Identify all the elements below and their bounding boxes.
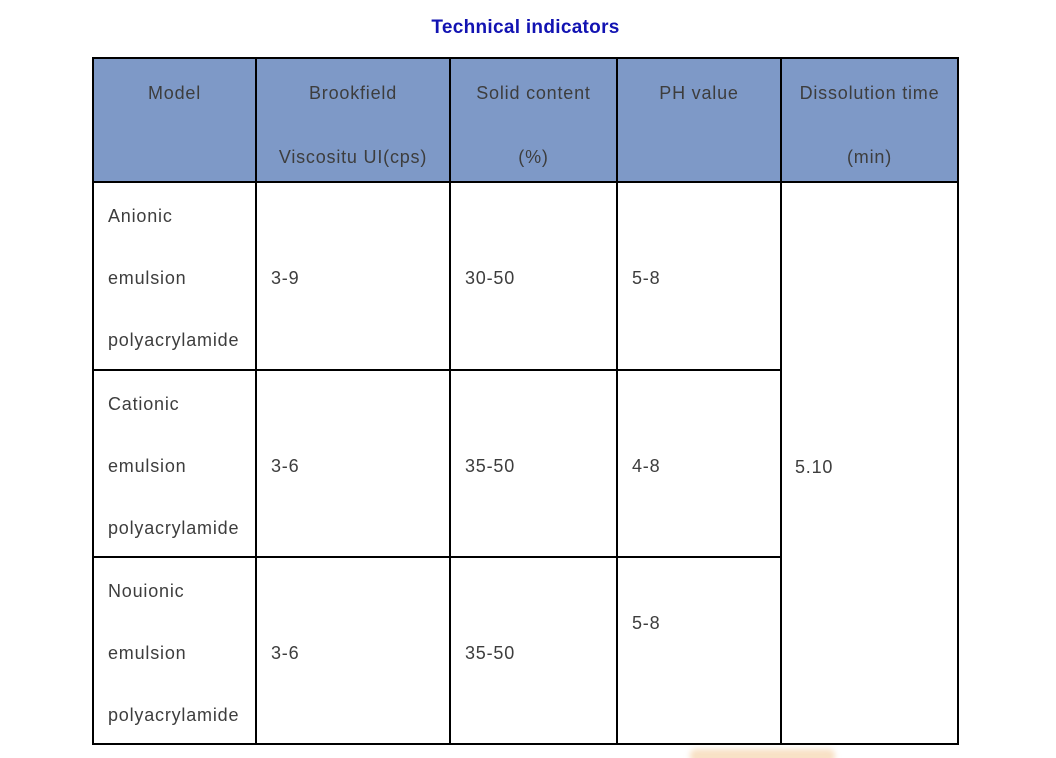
header-model: Model [94,59,257,183]
model-line: Anionic [108,206,173,226]
header-ph-value: PH value [618,59,782,183]
model-line: emulsion [108,268,187,288]
model-line: Cationic [108,394,180,414]
page-title: Technical indicators [431,17,620,38]
model-line: emulsion [108,643,187,663]
header-dissolution-time-line2: (min) [847,147,892,167]
cutoff-watermark [690,749,835,758]
viscosity-cell-anionic: 3-9 [257,183,451,371]
ph-cell-nouionic: 5-8 [618,558,782,743]
ph-cell-cationic: 4-8 [618,371,782,558]
solid-content-cell-anionic: 30-50 [451,183,618,371]
model-line: emulsion [108,456,187,476]
model-line: polyacrylamide [108,705,240,725]
solid-content-cell-nouionic: 35-50 [451,558,618,743]
model-cell-cationic: Cationic emulsion polyacrylamide [94,371,257,558]
viscosity-cell-cationic: 3-6 [257,371,451,558]
header-solid-content-line1: Solid content [476,83,591,103]
technical-indicators-table: Model Brookfield Viscositu UI(cps) Solid… [92,57,959,745]
model-cell-anionic: Anionic emulsion polyacrylamide [94,183,257,371]
header-dissolution-time-line1: Dissolution time [799,83,940,103]
header-model-line1: Model [147,83,202,103]
header-viscosity-line1: Brookfield [308,83,398,103]
model-cell-nouionic: Nouionic emulsion polyacrylamide [94,558,257,743]
header-ph-value-line1: PH value [659,83,739,103]
model-line: polyacrylamide [108,330,240,350]
header-viscosity-line2: Viscositu UI(cps) [278,147,428,167]
solid-content-cell-cationic: 35-50 [451,371,618,558]
ph-cell-anionic: 5-8 [618,183,782,371]
model-line: Nouionic [108,581,185,601]
viscosity-cell-nouionic: 3-6 [257,558,451,743]
header-solid-content: Solid content (%) [451,59,618,183]
model-line: polyacrylamide [108,518,240,538]
dissolution-time-cell-merged: 5.10 [795,457,834,477]
header-viscosity: Brookfield Viscositu UI(cps) [257,59,451,183]
header-solid-content-line2: (%) [518,147,549,167]
header-dissolution-time: Dissolution time (min) [782,59,957,183]
